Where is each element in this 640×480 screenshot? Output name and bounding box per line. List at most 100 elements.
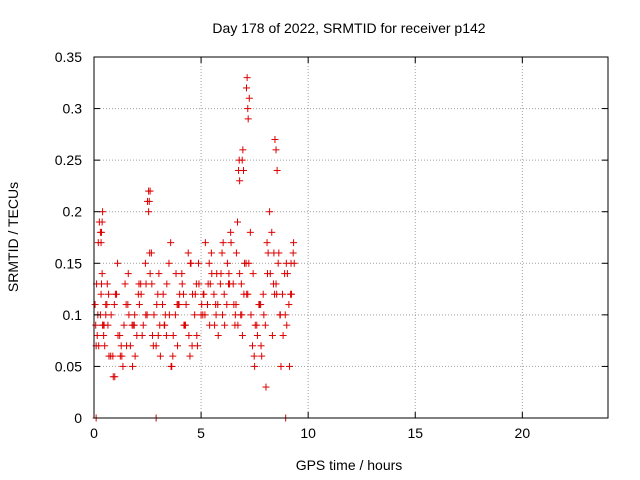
data-point xyxy=(246,228,254,236)
data-point xyxy=(232,301,240,309)
data-point xyxy=(107,311,115,319)
data-point xyxy=(149,342,157,350)
data-point xyxy=(186,352,194,360)
data-point xyxy=(129,362,137,370)
data-point xyxy=(114,331,122,339)
data-point xyxy=(163,280,171,288)
data-point xyxy=(201,239,209,247)
data-point xyxy=(206,280,214,288)
data-point xyxy=(193,331,201,339)
data-point xyxy=(290,259,298,267)
data-point xyxy=(243,74,251,82)
data-point xyxy=(103,280,111,288)
data-point xyxy=(269,280,277,288)
y-tick-labels: 0 0.05 0.1 0.15 0.2 0.25 0.3 0.35 xyxy=(55,49,82,426)
data-point xyxy=(244,105,252,113)
data-point xyxy=(220,290,228,298)
data-point xyxy=(95,342,103,350)
data-point xyxy=(180,290,188,298)
data-point xyxy=(98,218,106,226)
data-point xyxy=(251,321,259,329)
data-point xyxy=(221,321,229,329)
data-point xyxy=(223,301,231,309)
data-point xyxy=(124,270,132,278)
data-point xyxy=(242,84,250,92)
data-point xyxy=(111,373,119,381)
data-point xyxy=(287,290,295,298)
x-tick-label: 10 xyxy=(300,425,316,441)
y-tick-label: 0.15 xyxy=(55,255,82,271)
y-axis-label: SRMTID / TECUs xyxy=(5,182,21,292)
data-point xyxy=(198,301,206,309)
data-point xyxy=(238,331,246,339)
data-point xyxy=(169,331,177,339)
data-point xyxy=(99,208,107,216)
x-tick-label: 15 xyxy=(407,425,423,441)
x-tick-label: 0 xyxy=(90,425,98,441)
data-point xyxy=(212,301,220,309)
data-point xyxy=(162,331,170,339)
x-axis-label: GPS time / hours xyxy=(296,457,403,473)
data-point xyxy=(168,362,176,370)
data-point xyxy=(181,321,189,329)
data-point xyxy=(135,301,143,309)
data-point xyxy=(99,321,107,329)
data-point xyxy=(199,311,207,319)
data-point xyxy=(191,311,199,319)
data-point xyxy=(150,311,158,319)
data-point xyxy=(219,311,226,319)
data-point xyxy=(178,280,186,288)
data-point xyxy=(211,321,219,329)
data-point xyxy=(112,290,120,298)
data-point xyxy=(283,270,291,278)
data-point xyxy=(98,270,106,278)
data-point xyxy=(192,280,200,288)
data-point xyxy=(253,331,261,339)
data-point xyxy=(282,259,290,267)
data-point xyxy=(232,249,240,257)
data-point xyxy=(193,342,201,350)
data-point xyxy=(114,259,122,267)
data-point xyxy=(249,270,257,278)
data-point xyxy=(169,352,177,360)
data-point xyxy=(263,239,271,247)
data-point xyxy=(187,259,195,267)
data-point xyxy=(216,280,224,288)
y-tick-label: 0.25 xyxy=(55,152,82,168)
data-point xyxy=(139,321,147,329)
data-point xyxy=(258,352,266,360)
data-point xyxy=(289,249,297,257)
data-point xyxy=(101,342,109,350)
data-point xyxy=(134,290,142,298)
data-point xyxy=(174,342,182,350)
data-point xyxy=(155,270,163,278)
data-point xyxy=(235,166,243,174)
data-point xyxy=(237,280,245,288)
plot-frame xyxy=(93,56,609,419)
data-point xyxy=(268,228,276,236)
data-point xyxy=(207,249,215,257)
data-point xyxy=(195,259,203,267)
data-point xyxy=(273,166,281,174)
data-point xyxy=(236,177,244,185)
data-point xyxy=(271,136,279,144)
chart-title: Day 178 of 2022, SRMTID for receiver p14… xyxy=(212,20,485,36)
data-point xyxy=(247,311,255,319)
data-point xyxy=(100,331,108,339)
data-point xyxy=(235,156,243,164)
data-point xyxy=(251,362,259,370)
y-tick-label: 0.05 xyxy=(55,358,82,374)
data-point xyxy=(146,270,154,278)
data-point xyxy=(227,239,235,247)
data-point xyxy=(92,321,100,329)
data-point xyxy=(223,259,231,267)
data-point xyxy=(227,228,235,236)
data-point xyxy=(191,290,199,298)
data-point xyxy=(200,290,208,298)
data-point xyxy=(130,321,138,329)
data-point xyxy=(173,301,181,309)
data-point xyxy=(225,270,233,278)
data-point xyxy=(91,301,99,309)
data-point xyxy=(205,259,213,267)
